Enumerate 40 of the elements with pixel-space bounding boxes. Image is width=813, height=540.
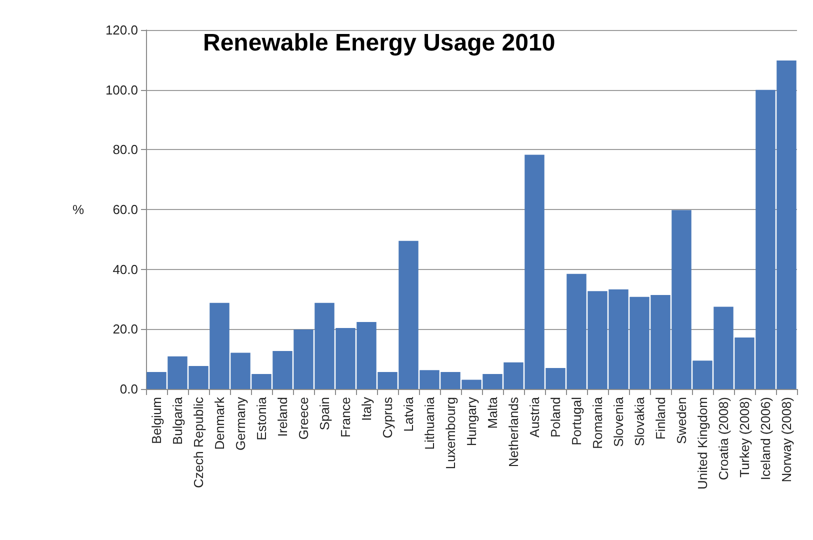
x-tick-label: Lithuania: [422, 396, 437, 450]
x-tick-label: United Kingdom: [695, 397, 710, 490]
x-tick-label: Finland: [653, 397, 668, 440]
x-tick-label: Portugal: [569, 396, 584, 446]
x-tick-label: Spain: [317, 397, 332, 430]
x-tick-label: Norway (2008): [779, 397, 794, 482]
x-tick-label: Malta: [485, 396, 500, 429]
y-tick-label: 0.0: [120, 382, 138, 396]
x-tick-label: Sweden: [674, 397, 689, 444]
x-tick-label: Greece: [296, 397, 311, 440]
x-tick-label: France: [338, 397, 353, 438]
x-tick-label: Latvia: [401, 396, 416, 432]
x-tick-label: Belgium: [149, 397, 164, 444]
x-tick-label: Luxembourg: [443, 397, 458, 470]
y-tick-label: 20.0: [112, 322, 138, 337]
x-tick-label: Croatia (2008): [716, 397, 731, 480]
x-tick-label: Slovenia: [611, 396, 626, 447]
x-tick-label: Netherlands: [506, 396, 521, 468]
y-axis-title: %: [72, 202, 84, 217]
x-tick-label: Romania: [590, 396, 605, 450]
x-tick-label: Bulgaria: [170, 396, 185, 445]
y-tick-label: 60.0: [112, 202, 138, 217]
x-tick-label: Cyprus: [380, 396, 395, 438]
x-tick-label: Denmark: [212, 396, 227, 450]
x-tick-label: Germany: [233, 396, 248, 450]
x-tick-label: Italy: [359, 396, 374, 421]
x-tick-label: Poland: [548, 397, 563, 438]
y-tick-label: 40.0: [112, 262, 138, 277]
x-tick-label: Slovakia: [632, 396, 647, 446]
x-tick-label: Ireland: [275, 397, 290, 437]
x-tick-label: Austria: [527, 396, 542, 438]
y-tick-label: 100.0: [105, 82, 138, 98]
x-tick-label: Iceland (2006): [758, 397, 773, 480]
y-tick-label: 120.0: [105, 22, 138, 38]
x-tick-label: Turkey (2008): [737, 397, 752, 478]
x-tick-label: Hungary: [464, 396, 479, 446]
x-tick-label: Czech Republic: [191, 396, 206, 488]
chart-title: Renewable Energy Usage 2010: [203, 30, 556, 56]
y-tick-label: 80.0: [112, 142, 138, 158]
x-tick-label: Estonia: [254, 396, 269, 440]
